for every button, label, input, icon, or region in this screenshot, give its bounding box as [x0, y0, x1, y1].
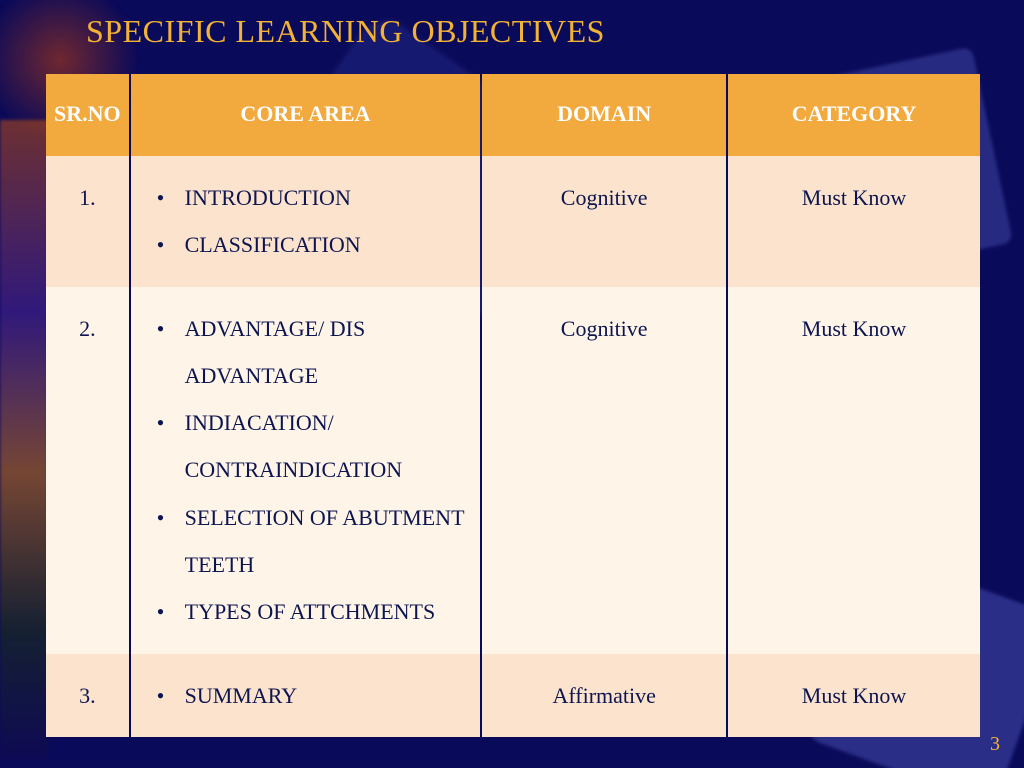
core-area-item: CLASSIFICATION: [145, 221, 467, 268]
cell-domain: Affirmative: [482, 654, 726, 737]
core-area-list: INTRODUCTIONCLASSIFICATION: [145, 174, 467, 269]
cell-category: Must Know: [728, 156, 980, 287]
core-area-item: ADVANTAGE/ DIS ADVANTAGE: [145, 305, 467, 400]
core-area-item: SELECTION OF ABUTMENT TEETH: [145, 494, 467, 589]
slide-title: SPECIFIC LEARNING OBJECTIVES: [0, 12, 1024, 50]
cell-srno: 3.: [46, 654, 129, 737]
core-area-item: INDIACATION/ CONTRAINDICATION: [145, 399, 467, 494]
objectives-table: SR.NO CORE AREA DOMAIN CATEGORY 1.INTROD…: [44, 74, 982, 737]
cell-domain: Cognitive: [482, 287, 726, 654]
core-area-item: INTRODUCTION: [145, 174, 467, 221]
table-row: 3. SUMMARY AffirmativeMust Know: [46, 654, 980, 737]
cell-domain: Cognitive: [482, 156, 726, 287]
page-number: 3: [990, 733, 1000, 756]
header-srno: SR.NO: [46, 74, 129, 156]
core-area-item: TYPES OF ATTCHMENTS: [145, 588, 467, 635]
cell-category: Must Know: [728, 287, 980, 654]
table-row: 2.ADVANTAGE/ DIS ADVANTAGEINDIACATION/ C…: [46, 287, 980, 654]
cell-core-area: ADVANTAGE/ DIS ADVANTAGEINDIACATION/ CON…: [131, 287, 481, 654]
cell-srno: 2.: [46, 287, 129, 654]
slide: SPECIFIC LEARNING OBJECTIVES SR.NO CORE …: [0, 0, 1024, 768]
header-core-area: CORE AREA: [131, 74, 481, 156]
cell-core-area: INTRODUCTIONCLASSIFICATION: [131, 156, 481, 287]
cell-category: Must Know: [728, 654, 980, 737]
table-row: 1.INTRODUCTIONCLASSIFICATIONCognitiveMus…: [46, 156, 980, 287]
header-domain: DOMAIN: [482, 74, 726, 156]
core-area-list: ADVANTAGE/ DIS ADVANTAGEINDIACATION/ CON…: [145, 305, 467, 636]
header-category: CATEGORY: [728, 74, 980, 156]
core-area-item: SUMMARY: [145, 672, 467, 719]
cell-srno: 1.: [46, 156, 129, 287]
table-body: 1.INTRODUCTIONCLASSIFICATIONCognitiveMus…: [46, 156, 980, 737]
core-area-list: SUMMARY: [145, 672, 467, 719]
cell-core-area: SUMMARY: [131, 654, 481, 737]
table-header-row: SR.NO CORE AREA DOMAIN CATEGORY: [46, 74, 980, 156]
